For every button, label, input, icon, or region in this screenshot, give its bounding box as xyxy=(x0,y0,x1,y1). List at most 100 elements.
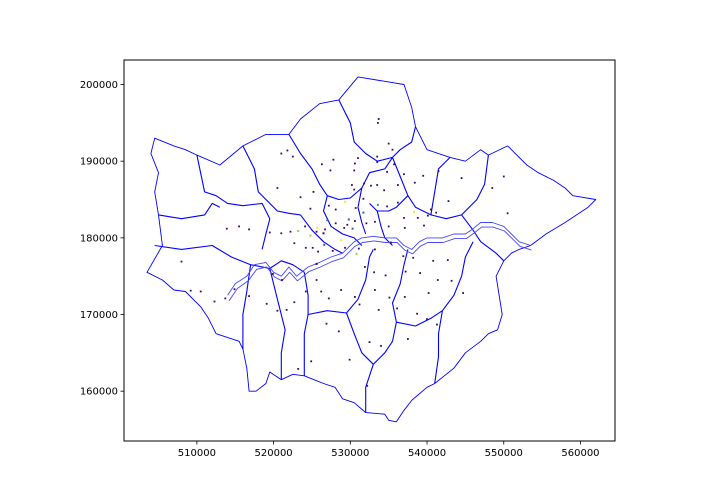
data-point xyxy=(416,217,419,219)
axes-frame xyxy=(123,59,616,442)
london-outline xyxy=(146,76,597,423)
data-point xyxy=(462,292,464,294)
data-point xyxy=(293,301,296,304)
data-point xyxy=(386,205,388,208)
borough-boundary xyxy=(242,145,301,216)
data-point xyxy=(347,218,350,221)
data-point xyxy=(396,307,398,310)
data-point xyxy=(281,279,283,281)
borough-boundary xyxy=(154,244,305,273)
data-point xyxy=(364,266,366,268)
borough-boundary xyxy=(158,202,221,220)
borough-boundary xyxy=(300,214,343,254)
y-tick-label: 200000 xyxy=(80,80,118,91)
plot-content xyxy=(146,76,597,423)
data-point xyxy=(388,296,391,299)
data-point xyxy=(362,197,365,200)
data-point xyxy=(189,289,192,292)
data-point xyxy=(397,201,399,204)
data-point xyxy=(387,142,390,145)
data-point xyxy=(325,322,328,325)
data-point xyxy=(334,208,337,211)
data-point xyxy=(353,169,356,172)
y-tick-label: 170000 xyxy=(80,310,118,321)
data-point xyxy=(437,170,440,173)
data-point xyxy=(289,230,292,233)
borough-boundary xyxy=(196,154,271,250)
data-point xyxy=(416,312,418,315)
data-point xyxy=(403,296,406,298)
data-point xyxy=(199,290,202,293)
data-point xyxy=(403,227,406,229)
borough-boundary xyxy=(303,272,309,376)
data-point xyxy=(363,182,365,185)
data-point xyxy=(213,300,216,303)
data-point xyxy=(384,274,387,277)
data-point xyxy=(353,188,356,191)
borough-boundary xyxy=(322,195,363,246)
data-point xyxy=(329,169,332,172)
data-point xyxy=(315,262,318,265)
data-point xyxy=(354,296,356,298)
borough-boundary xyxy=(369,195,409,212)
data-point xyxy=(390,241,392,244)
data-point xyxy=(343,227,346,229)
data-point xyxy=(376,184,379,186)
data-point xyxy=(238,225,240,228)
data-point xyxy=(506,212,509,215)
data-point xyxy=(324,228,326,231)
data-point xyxy=(386,171,388,173)
river-thames-bank xyxy=(228,226,532,301)
data-point xyxy=(403,173,405,176)
data-point xyxy=(293,242,296,245)
data-point xyxy=(334,222,337,225)
data-point xyxy=(304,225,306,228)
data-point xyxy=(407,338,409,340)
data-point xyxy=(502,175,505,178)
data-point xyxy=(436,279,439,281)
borough-boundary xyxy=(338,99,417,162)
y-tick-label: 160000 xyxy=(80,387,118,398)
data-point xyxy=(248,228,250,231)
data-point xyxy=(403,217,405,219)
data-point xyxy=(299,196,302,199)
data-point xyxy=(320,290,323,293)
data-point xyxy=(332,158,335,161)
data-point xyxy=(377,122,379,124)
x-tick-label: 520000 xyxy=(255,448,293,459)
data-point xyxy=(383,189,385,192)
data-point xyxy=(291,155,294,158)
data-point xyxy=(354,162,356,165)
data-point xyxy=(327,204,330,207)
data-point xyxy=(402,255,405,258)
data-point xyxy=(432,259,435,262)
data-point xyxy=(340,289,342,291)
data-point xyxy=(491,187,494,189)
data-point xyxy=(427,292,430,294)
data-point xyxy=(297,368,300,370)
data-point xyxy=(327,297,330,300)
borough-boundary xyxy=(391,155,489,220)
data-point xyxy=(225,227,228,230)
data-point xyxy=(317,250,319,253)
data-point xyxy=(321,163,323,166)
data-point xyxy=(309,234,312,237)
data-point xyxy=(426,318,428,320)
x-axis: 510000 520000 530000 540000 550000 560000 xyxy=(178,441,600,459)
data-point xyxy=(377,118,380,120)
data-point xyxy=(357,157,359,159)
data-point xyxy=(354,220,356,222)
borough-boundary xyxy=(269,268,286,380)
data-point xyxy=(180,260,183,263)
data-point xyxy=(355,252,358,255)
data-point xyxy=(337,330,340,333)
data-point xyxy=(370,184,372,187)
data-point xyxy=(413,210,415,213)
y-axis: 160000 170000 180000 190000 200000 xyxy=(80,80,124,398)
data-point xyxy=(447,200,450,202)
data-point xyxy=(304,246,307,249)
data-point xyxy=(297,230,300,232)
borough-boundary xyxy=(242,264,252,349)
data-point xyxy=(310,360,313,363)
